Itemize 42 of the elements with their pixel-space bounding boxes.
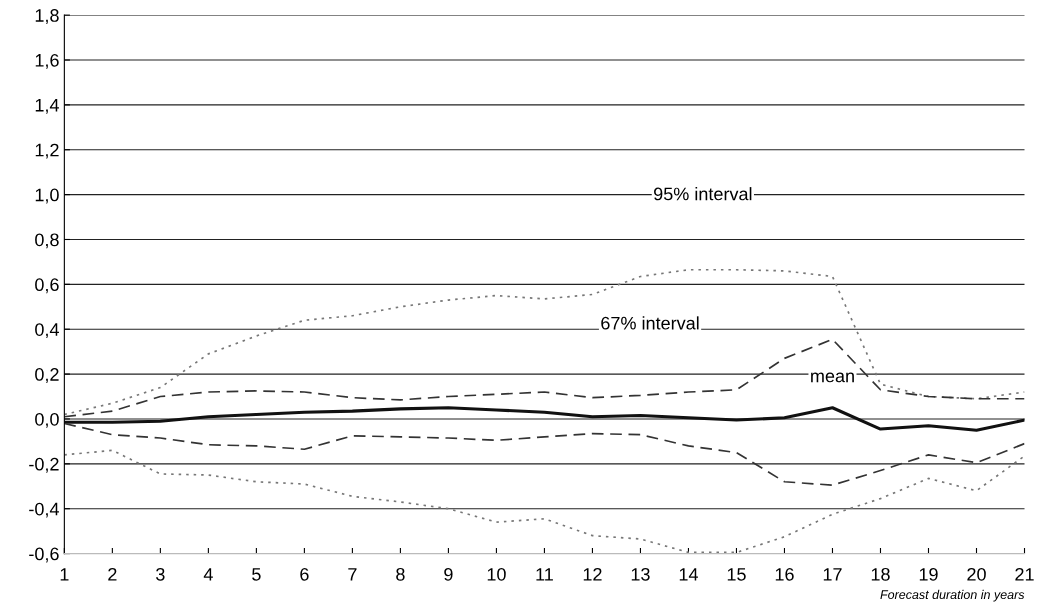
y-tick-label: 0,2	[35, 368, 59, 383]
y-tick-label: 1,4	[35, 98, 59, 114]
x-tick-label: 1	[60, 568, 69, 581]
line-series	[64, 422, 1025, 486]
y-tick-label: -0,2	[29, 457, 59, 473]
x-tick-label: 15	[727, 568, 746, 581]
x-tick-label: 4	[203, 568, 213, 581]
x-tick-label: 12	[583, 567, 602, 581]
y-tick-label: 0,0	[35, 412, 59, 428]
y-tick-label: 1,6	[35, 53, 59, 69]
x-axis-title: Forecast duration in years	[880, 589, 1025, 602]
x-tick-label: 6	[300, 567, 309, 581]
x-tick-label: 20	[967, 567, 986, 581]
y-tick-label: -0,4	[29, 502, 59, 518]
x-tick-label: 9	[444, 567, 453, 581]
y-tick-label: 0,8	[35, 233, 59, 249]
x-tick-label: 19	[919, 567, 938, 581]
x-tick-label: 21	[1015, 567, 1034, 581]
line-series	[64, 338, 1025, 418]
x-tick-label: 3	[156, 567, 165, 581]
x-tick-label: 5	[252, 568, 261, 581]
y-tick-label: 1,8	[35, 9, 59, 24]
y-tick-label: 0,6	[35, 278, 59, 294]
x-tick-label: 17	[823, 568, 842, 581]
x-tick-label: 16	[775, 567, 794, 581]
x-tick-label: 14	[679, 568, 698, 581]
x-tick-label: 2	[108, 567, 117, 581]
x-tick-label: 10	[487, 567, 506, 581]
annotation: mean	[811, 372, 854, 383]
x-tick-label: 11	[536, 568, 553, 581]
line-series	[64, 449, 1025, 554]
x-tick-label: 18	[871, 567, 890, 581]
line-series	[64, 406, 1025, 432]
y-tick-label: 0,4	[35, 323, 59, 339]
annotation: 95% interval	[654, 187, 752, 201]
x-tick-label: 8	[396, 567, 405, 581]
annotation: 67% interval	[601, 316, 699, 330]
x-tick-label: 7	[348, 568, 357, 581]
x-tick-label: 13	[631, 567, 650, 581]
y-tick-label: -0,6	[29, 547, 59, 563]
y-tick-label: 1,2	[35, 143, 59, 159]
y-tick-label: 1,0	[35, 188, 59, 204]
